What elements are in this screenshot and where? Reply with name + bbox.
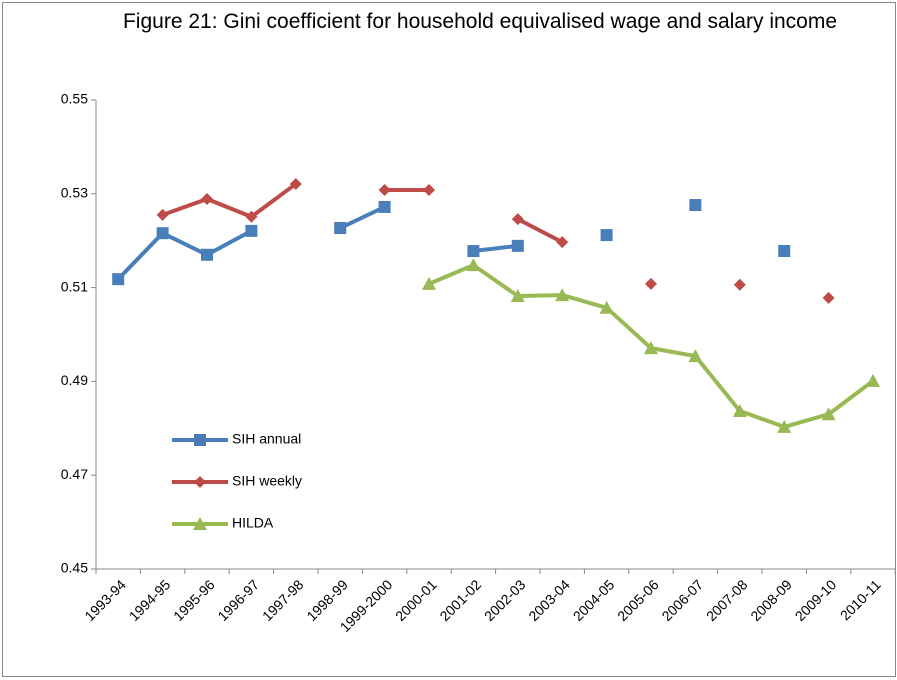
y-tick-label: 0.51 bbox=[61, 278, 88, 294]
series-line bbox=[161, 182, 297, 219]
marker bbox=[688, 349, 703, 363]
marker bbox=[201, 192, 213, 205]
marker bbox=[778, 245, 791, 258]
marker bbox=[467, 245, 480, 258]
marker bbox=[194, 476, 206, 488]
legend-label: HILDA bbox=[232, 515, 274, 531]
marker bbox=[378, 200, 391, 213]
marker bbox=[378, 184, 391, 197]
marker bbox=[334, 222, 347, 235]
legend-label: SIH annual bbox=[232, 431, 301, 447]
series-line bbox=[473, 243, 519, 254]
marker bbox=[822, 291, 835, 304]
marker bbox=[201, 248, 213, 261]
y-tick-label: 0.53 bbox=[61, 185, 88, 201]
marker bbox=[156, 208, 169, 221]
marker bbox=[645, 277, 657, 290]
marker bbox=[466, 258, 481, 272]
marker bbox=[112, 273, 125, 286]
marker bbox=[245, 224, 258, 237]
marker bbox=[556, 236, 569, 249]
chart-title: Figure 21: Gini coefficient for househol… bbox=[122, 10, 838, 33]
marker bbox=[732, 403, 747, 417]
y-tick-label: 0.49 bbox=[61, 372, 88, 388]
marker bbox=[510, 289, 525, 303]
marker bbox=[733, 278, 746, 291]
marker bbox=[423, 184, 435, 197]
marker bbox=[193, 517, 207, 530]
marker bbox=[511, 239, 524, 252]
y-tick-label: 0.45 bbox=[61, 560, 88, 576]
series-line bbox=[339, 205, 386, 230]
marker bbox=[156, 227, 169, 240]
marker bbox=[245, 210, 258, 223]
series-line bbox=[516, 217, 564, 244]
y-tick-label: 0.55 bbox=[61, 91, 88, 107]
marker bbox=[194, 434, 206, 446]
marker bbox=[866, 373, 880, 387]
y-tick-label: 0.47 bbox=[61, 466, 88, 482]
marker bbox=[599, 300, 614, 314]
legend-label: SIH weekly bbox=[232, 473, 302, 489]
marker bbox=[777, 419, 792, 433]
marker bbox=[555, 288, 570, 302]
marker bbox=[289, 177, 302, 190]
marker bbox=[644, 341, 658, 355]
marker bbox=[422, 276, 436, 290]
marker bbox=[689, 199, 702, 212]
marker bbox=[511, 213, 524, 226]
marker bbox=[821, 407, 836, 421]
series-line bbox=[116, 229, 253, 281]
marker bbox=[600, 229, 613, 242]
